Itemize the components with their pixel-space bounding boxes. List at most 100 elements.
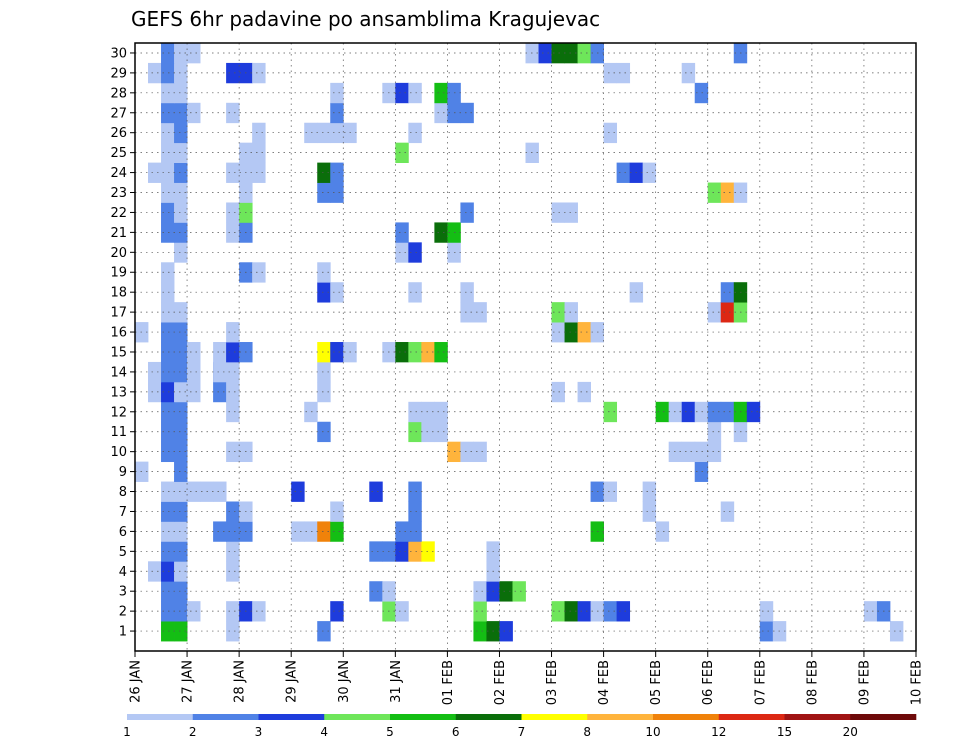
cell-member-2-col-20 [395, 601, 409, 622]
cell-member-13-col-4 [187, 381, 201, 403]
cell-member-10-col-2 [161, 441, 175, 463]
y-tick-label-26: 26 [110, 126, 127, 141]
cell-member-2-col-37 [616, 601, 631, 622]
cell-member-16-col-3 [174, 322, 188, 343]
cell-member-22-col-33 [564, 202, 578, 223]
cell-member-6-col-12 [291, 521, 305, 542]
cell-member-25-col-20 [395, 142, 409, 163]
cell-member-8-col-36 [603, 481, 618, 502]
cell-member-15-col-20 [395, 342, 409, 363]
y-tick-label-7: 7 [119, 505, 127, 520]
cell-member-30-col-2 [161, 43, 175, 64]
colorbar-label-6: 7 [518, 725, 526, 739]
cell-member-7-col-39 [642, 501, 657, 522]
cell-member-28-col-20 [395, 82, 409, 104]
colorbar-segment-4 [390, 714, 457, 720]
cell-member-23-col-45 [720, 182, 735, 203]
cell-member-6-col-13 [304, 521, 318, 542]
cell-member-18-col-25 [460, 282, 474, 303]
y-tick-label-14: 14 [110, 365, 127, 380]
cell-member-1-col-28 [499, 621, 513, 642]
cell-member-28-col-3 [174, 82, 188, 104]
cell-member-15-col-3 [174, 342, 188, 363]
cell-member-29-col-1 [148, 62, 162, 84]
cell-member-27-col-3 [174, 102, 188, 124]
colorbar-label-2: 3 [255, 725, 263, 739]
cell-member-11-col-23 [434, 421, 448, 443]
cell-member-5-col-21 [408, 541, 422, 562]
y-tick-label-11: 11 [110, 425, 127, 440]
x-tick-label-1: 27 JAN [181, 660, 196, 703]
cell-member-6-col-3 [174, 521, 188, 542]
y-tick-label-6: 6 [119, 525, 127, 540]
cell-member-22-col-7 [226, 202, 240, 223]
cell-member-6-col-6 [213, 521, 227, 542]
colorbar-label-4: 5 [386, 725, 394, 739]
cell-member-22-col-32 [551, 202, 565, 223]
cell-member-1-col-14 [317, 621, 331, 642]
cell-member-28-col-21 [408, 82, 422, 104]
cell-member-26-col-14 [317, 122, 331, 144]
x-tick-label-12: 07 FEB [753, 660, 768, 705]
cell-member-14-col-7 [226, 361, 240, 383]
cell-member-8-col-2 [161, 481, 175, 502]
colorbar-segment-2 [258, 714, 325, 720]
colorbar-label-7: 8 [583, 725, 591, 739]
cell-member-2-col-7 [226, 601, 240, 622]
cell-member-3-col-18 [369, 581, 383, 602]
cell-member-17-col-44 [707, 302, 722, 323]
cell-member-13-col-1 [148, 381, 162, 403]
cell-member-21-col-20 [395, 222, 409, 243]
cell-member-10-col-44 [707, 441, 722, 463]
colorbar-label-9: 12 [711, 725, 726, 739]
cell-member-29-col-37 [616, 62, 631, 84]
cell-member-10-col-42 [681, 441, 696, 463]
cell-member-1-col-26 [473, 621, 487, 642]
cell-member-23-col-2 [161, 182, 175, 203]
cell-member-14-col-3 [174, 361, 188, 383]
colorbar-label-10: 15 [777, 725, 792, 739]
cell-member-26-col-2 [161, 122, 175, 144]
cell-member-24-col-37 [616, 162, 631, 183]
cell-member-17-col-26 [473, 302, 487, 323]
cell-member-12-col-47 [746, 401, 761, 423]
cell-member-28-col-23 [434, 82, 448, 104]
colorbar-segment-1 [192, 714, 259, 720]
cell-member-23-col-15 [330, 182, 344, 203]
cell-member-5-col-22 [421, 541, 435, 562]
cell-member-13-col-6 [213, 381, 227, 403]
colorbar-label-1: 2 [189, 725, 197, 739]
cell-member-28-col-15 [330, 82, 344, 104]
cell-member-15-col-23 [434, 342, 448, 363]
cell-member-27-col-4 [187, 102, 201, 124]
cell-member-25-col-3 [174, 142, 188, 163]
cell-member-1-col-2 [161, 621, 175, 642]
cell-member-16-col-34 [577, 322, 591, 343]
cell-member-17-col-33 [564, 302, 578, 323]
cell-member-24-col-3 [174, 162, 188, 183]
y-tick-label-22: 22 [110, 206, 127, 221]
cell-member-29-col-42 [681, 62, 696, 84]
cell-member-6-col-15 [330, 521, 344, 542]
cell-member-16-col-2 [161, 322, 175, 343]
cell-member-24-col-15 [330, 162, 344, 183]
cell-member-15-col-14 [317, 342, 331, 363]
cell-member-15-col-4 [187, 342, 201, 363]
cell-member-10-col-25 [460, 441, 474, 463]
y-tick-label-25: 25 [110, 146, 127, 161]
cell-member-16-col-33 [564, 322, 578, 343]
y-tick-label-13: 13 [110, 385, 127, 400]
cell-member-17-col-3 [174, 302, 188, 323]
colorbar-label-3: 4 [320, 725, 328, 739]
cell-member-22-col-25 [460, 202, 474, 223]
cell-member-30-col-31 [538, 43, 552, 64]
cell-member-2-col-36 [603, 601, 618, 622]
colorbar: 1 2 3 4 5 6 7 8 10 12 15 20 [123, 714, 917, 739]
cell-member-7-col-7 [226, 501, 240, 522]
cell-member-11-col-22 [421, 421, 435, 443]
cell-member-9-col-3 [174, 461, 188, 482]
cell-member-20-col-21 [408, 242, 422, 263]
cell-member-21-col-2 [161, 222, 175, 243]
y-tick-label-29: 29 [110, 66, 127, 81]
